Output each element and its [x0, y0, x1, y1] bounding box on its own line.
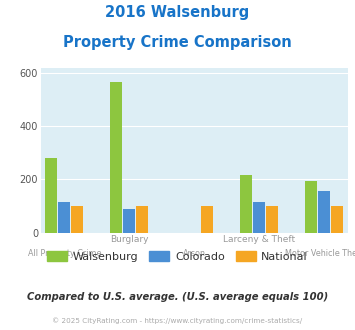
Text: Property Crime Comparison: Property Crime Comparison [63, 35, 292, 50]
Bar [240, 176, 252, 233]
Text: Motor Vehicle Theft: Motor Vehicle Theft [285, 249, 355, 258]
Bar [136, 206, 148, 233]
Text: © 2025 CityRating.com - https://www.cityrating.com/crime-statistics/: © 2025 CityRating.com - https://www.city… [53, 317, 302, 324]
Text: Compared to U.S. average. (U.S. average equals 100): Compared to U.S. average. (U.S. average … [27, 292, 328, 302]
Bar [305, 181, 317, 233]
Bar [201, 206, 213, 233]
Bar [331, 206, 343, 233]
Text: 2016 Walsenburg: 2016 Walsenburg [105, 5, 250, 20]
Bar [110, 82, 122, 233]
Bar [59, 202, 70, 233]
Bar [71, 206, 83, 233]
Text: Arson: Arson [183, 249, 206, 258]
Bar [253, 202, 265, 233]
Legend: Walsenburg, Colorado, National: Walsenburg, Colorado, National [43, 247, 312, 267]
Bar [124, 209, 135, 233]
Bar [45, 158, 58, 233]
Bar [266, 206, 278, 233]
Bar [318, 191, 330, 233]
Text: All Property Crime: All Property Crime [28, 249, 101, 258]
